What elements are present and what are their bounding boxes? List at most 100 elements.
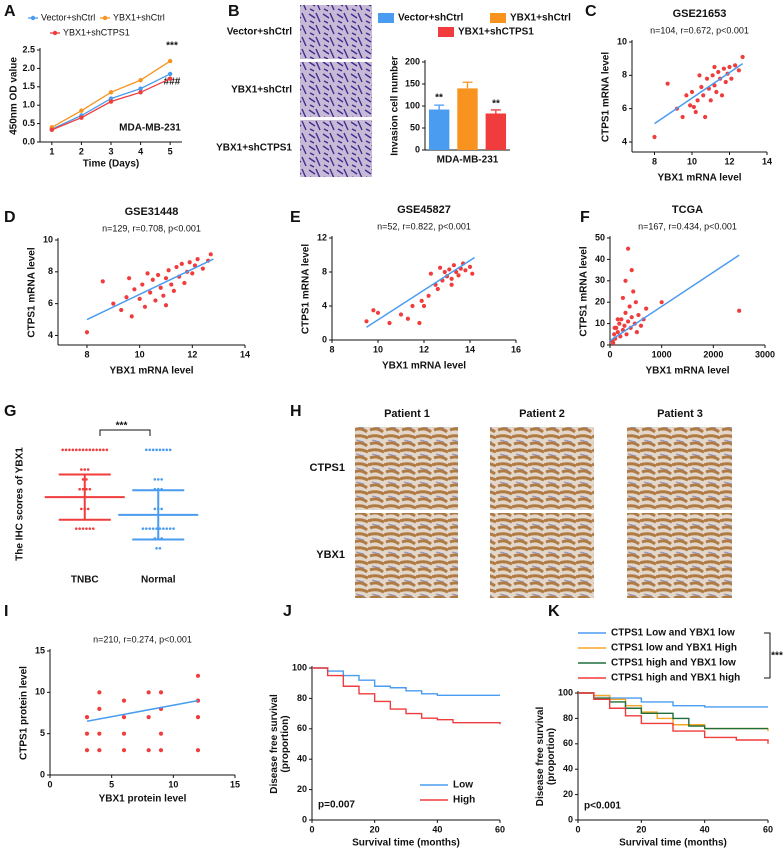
point — [727, 64, 732, 70]
survival-curve — [312, 667, 500, 697]
point — [697, 73, 702, 78]
y-tick-label: 100 — [405, 100, 420, 110]
point — [80, 468, 83, 471]
point — [153, 507, 157, 511]
x-tick-label: 60 — [495, 824, 505, 834]
point — [88, 487, 92, 491]
point — [421, 303, 427, 309]
point — [79, 108, 84, 113]
point — [629, 315, 634, 320]
y-tick-label: 10 — [595, 318, 605, 328]
x-tick-label: 2000 — [703, 349, 723, 359]
legend-swatch — [490, 13, 506, 23]
y-tick-label: 15 — [35, 645, 45, 655]
point — [151, 448, 155, 452]
x-axis-label: YBX1 mRNA level — [109, 366, 193, 377]
y-tick-label: 1.0 — [22, 100, 35, 110]
point — [119, 307, 124, 313]
y-axis-label: Disease free survival — [535, 707, 546, 807]
y-tick-label: 4 — [48, 330, 53, 340]
point — [638, 323, 644, 328]
error-bar — [434, 104, 445, 110]
y-tick-label: 100 — [292, 662, 307, 672]
point — [182, 280, 187, 286]
x-tick-label: 12 — [419, 344, 429, 354]
point — [633, 300, 638, 305]
point — [684, 93, 689, 98]
x-tick-label: 20 — [370, 824, 380, 834]
x-tick-label: 1000 — [652, 349, 672, 359]
point — [49, 127, 55, 133]
y-tick-label: 0 — [40, 769, 45, 779]
point — [95, 448, 98, 452]
ihc-image — [627, 513, 732, 598]
panel-label: B — [228, 3, 240, 20]
panel-label: D — [4, 209, 16, 226]
point — [174, 264, 179, 270]
point — [160, 507, 163, 511]
ihc-image — [355, 513, 458, 598]
point — [79, 115, 84, 120]
point — [417, 320, 422, 326]
error-bar — [490, 109, 501, 114]
x-tick-label: 60 — [763, 824, 773, 834]
x-tick-label: 12 — [187, 349, 197, 359]
point — [124, 295, 129, 300]
y-axis-label: CTPS1 mRNA level — [27, 247, 38, 337]
chart-title: GSE45827 — [397, 204, 451, 216]
y-tick-label: 50 — [410, 122, 420, 132]
survival-curve — [578, 692, 768, 730]
fit-line — [609, 254, 740, 342]
point — [85, 527, 88, 530]
x-tick-label: 5 — [109, 779, 114, 789]
point — [85, 448, 88, 452]
point — [155, 527, 158, 530]
invasion-image — [300, 120, 372, 177]
ihc-image — [355, 427, 458, 510]
point — [86, 468, 90, 471]
y-tick-label: 10 — [617, 36, 627, 46]
point — [61, 448, 64, 452]
point — [121, 748, 127, 753]
point — [155, 448, 158, 452]
point — [100, 279, 105, 284]
point — [102, 448, 105, 452]
point — [153, 298, 158, 303]
annotation: *** — [166, 41, 178, 52]
point — [145, 448, 148, 452]
x-tick-label: 8 — [652, 156, 657, 166]
y-tick-label: 0.0 — [22, 136, 35, 146]
point — [723, 79, 728, 85]
y-tick-label: 0 — [302, 814, 307, 824]
point — [78, 487, 81, 491]
x-tick-label: 14 — [762, 156, 772, 166]
ihc-images — [355, 427, 732, 598]
y-tick-label: 20 — [563, 789, 573, 799]
point — [195, 748, 201, 753]
legend-label: CTPS1 Low and YBX1 low — [611, 628, 735, 639]
y-tick-label: 2.5 — [22, 44, 35, 54]
y-tick-label: 8 — [622, 70, 627, 80]
point — [701, 93, 706, 98]
ihc-image — [490, 513, 594, 598]
x-tick-label: 0 — [607, 349, 612, 359]
point — [710, 73, 715, 78]
x-tick-label: 3000 — [755, 349, 775, 359]
panel-label: G — [4, 403, 16, 420]
point — [620, 295, 626, 301]
stats-annotation: n=129, r=0.708, p<0.001 — [102, 223, 201, 233]
x-axis-label: Time (Days) — [83, 159, 140, 170]
point — [371, 308, 376, 313]
point — [165, 527, 169, 530]
point — [625, 246, 631, 251]
point — [78, 527, 81, 530]
point — [121, 715, 127, 720]
point — [737, 308, 742, 313]
point — [644, 306, 649, 311]
legend-label: High — [453, 795, 475, 806]
x-tick-label: 14 — [240, 349, 250, 359]
point — [375, 310, 381, 315]
point — [714, 89, 719, 95]
ihc-image — [490, 427, 594, 510]
